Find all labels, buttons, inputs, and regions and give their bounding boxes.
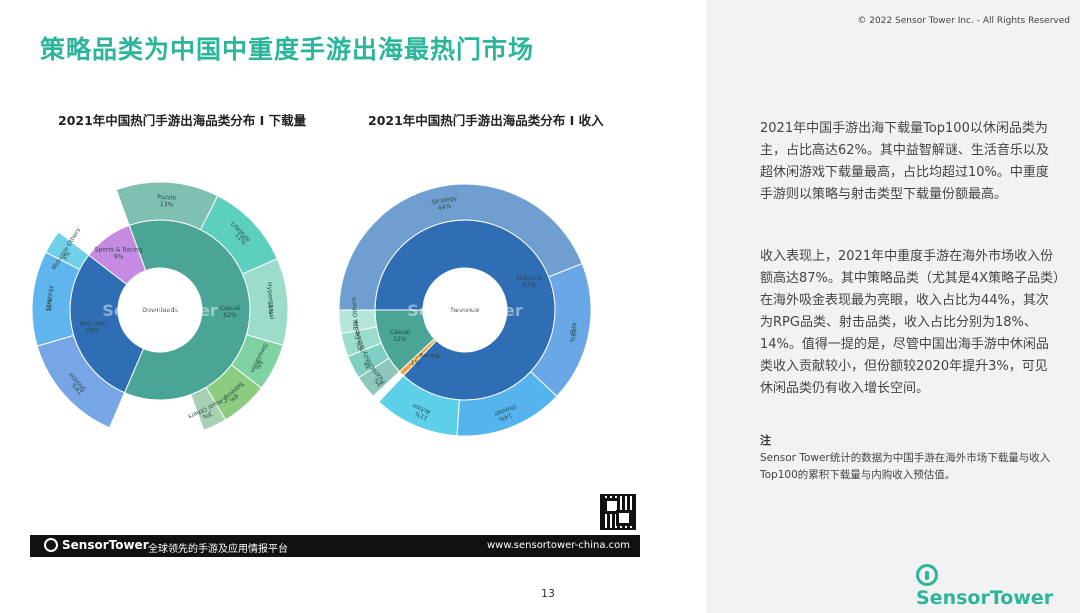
inner-value-sports-racing: 9% <box>114 254 124 261</box>
note-text: Sensor Tower统计的数据为中国手游在海外市场下载量与收入Top100的… <box>760 452 1051 481</box>
center-label: Revenue <box>451 306 479 314</box>
page-number: 13 <box>541 587 555 600</box>
outer-value-casual-others: 3% <box>352 320 360 330</box>
outer-value-puzzle: 13% <box>160 201 174 209</box>
inner-label-mid-core: Mid-core <box>516 275 542 282</box>
outer-value-casual-others: 3% <box>201 410 213 421</box>
inner-label-casual: Casual <box>220 305 240 312</box>
outer-label-puzzle: Puzzle <box>157 194 177 202</box>
watermark-text: SensorTower <box>407 301 523 320</box>
outer-value-shooter: 14% <box>498 411 513 423</box>
outer-value-tabletop: 6% <box>227 392 239 404</box>
footer-logo: SensorTower <box>44 538 149 552</box>
footer-logo-text: SensorTower <box>62 538 149 552</box>
outer-segment-mid-core-others <box>45 231 90 271</box>
downloads-chart-title: 2021年中国热门手游出海品类分布 I 下载量 <box>58 113 307 128</box>
outer-label-hypercasual: Hypercasual <box>266 282 275 320</box>
outer-segment-action <box>378 374 460 437</box>
inner-value-casual: 62% <box>223 312 237 319</box>
note-title: 注 <box>760 434 771 447</box>
inner-label-sports-racing: Sports & Racing <box>95 247 143 254</box>
footer-tagline: 全球领先的手游及应用情报平台 <box>148 544 288 555</box>
outer-value-tabletop: 3% <box>355 340 364 351</box>
copyright-text: © 2022 Sensor Tower Inc. - All Rights Re… <box>857 16 1070 26</box>
slide-title: 策略品类为中国中重度手游出海最热门市场 <box>40 35 535 64</box>
outer-value-action: 11% <box>414 410 429 422</box>
inner-value-sports-racing: 1% <box>411 359 421 366</box>
outer-value-puzzle: 3% <box>373 376 385 388</box>
outer-value-rpg: 18% <box>568 328 577 343</box>
brand-logo: SensorTower <box>916 564 1080 609</box>
sunburst-center <box>423 268 507 352</box>
footer-bar: SensorTower 全球领先的手游及应用情报平台 www.sensortow… <box>30 535 640 557</box>
qr-code-icon <box>600 494 636 530</box>
outer-label-rpg: RPG <box>568 322 577 336</box>
outer-label-strategy: Strategy <box>431 195 458 207</box>
side-panel: © 2022 Sensor Tower Inc. - All Rights Re… <box>706 0 1080 613</box>
outer-value-lifestyle: 3% <box>362 359 373 371</box>
sensortower-brand-icon <box>916 564 938 586</box>
inner-value-mid-core: 87% <box>523 282 537 289</box>
outer-label-strategy: Strategy <box>45 284 54 311</box>
outer-segment-casual-others <box>190 386 227 431</box>
outer-value-strategy: 44% <box>437 203 452 212</box>
outer-value-hypercasual: 11% <box>266 301 274 315</box>
inner-label-casual: Casual <box>390 329 410 336</box>
outer-segment-casual-others <box>338 309 378 335</box>
inner-value-mid-core: 29% <box>86 328 100 335</box>
downloads-paragraph: 2021年中国手游出海下载量Top100以休闲品类为主，占比高达62%。其中益智… <box>760 121 1049 202</box>
inner-label-mid-core: Mid-core <box>79 321 105 328</box>
brand-logo-text: SensorTower <box>916 587 1054 609</box>
center-label: Downloads <box>142 306 178 314</box>
outer-value-simulation: 6% <box>253 359 264 371</box>
sunburst-center <box>118 268 202 352</box>
footer-url: www.sensortower-china.com <box>486 540 630 551</box>
watermark-text: SensorTower <box>102 301 218 320</box>
outer-label-casual-others: Casual Others <box>351 297 362 340</box>
outer-value-mid-core-others: 3% <box>61 250 72 262</box>
outer-value-strategy: 12% <box>46 298 54 312</box>
revenue-paragraph: 收入表现上，2021年中重度手游在海外市场收入份额高达87%。其中策略品类（尤其… <box>760 249 1060 396</box>
sensortower-logo-icon <box>44 538 58 552</box>
outer-segment-strategy <box>338 183 583 311</box>
revenue-chart-title: 2021年中国热门手游出海品类分布 I 收入 <box>368 113 604 128</box>
inner-value-casual: 12% <box>393 336 407 343</box>
